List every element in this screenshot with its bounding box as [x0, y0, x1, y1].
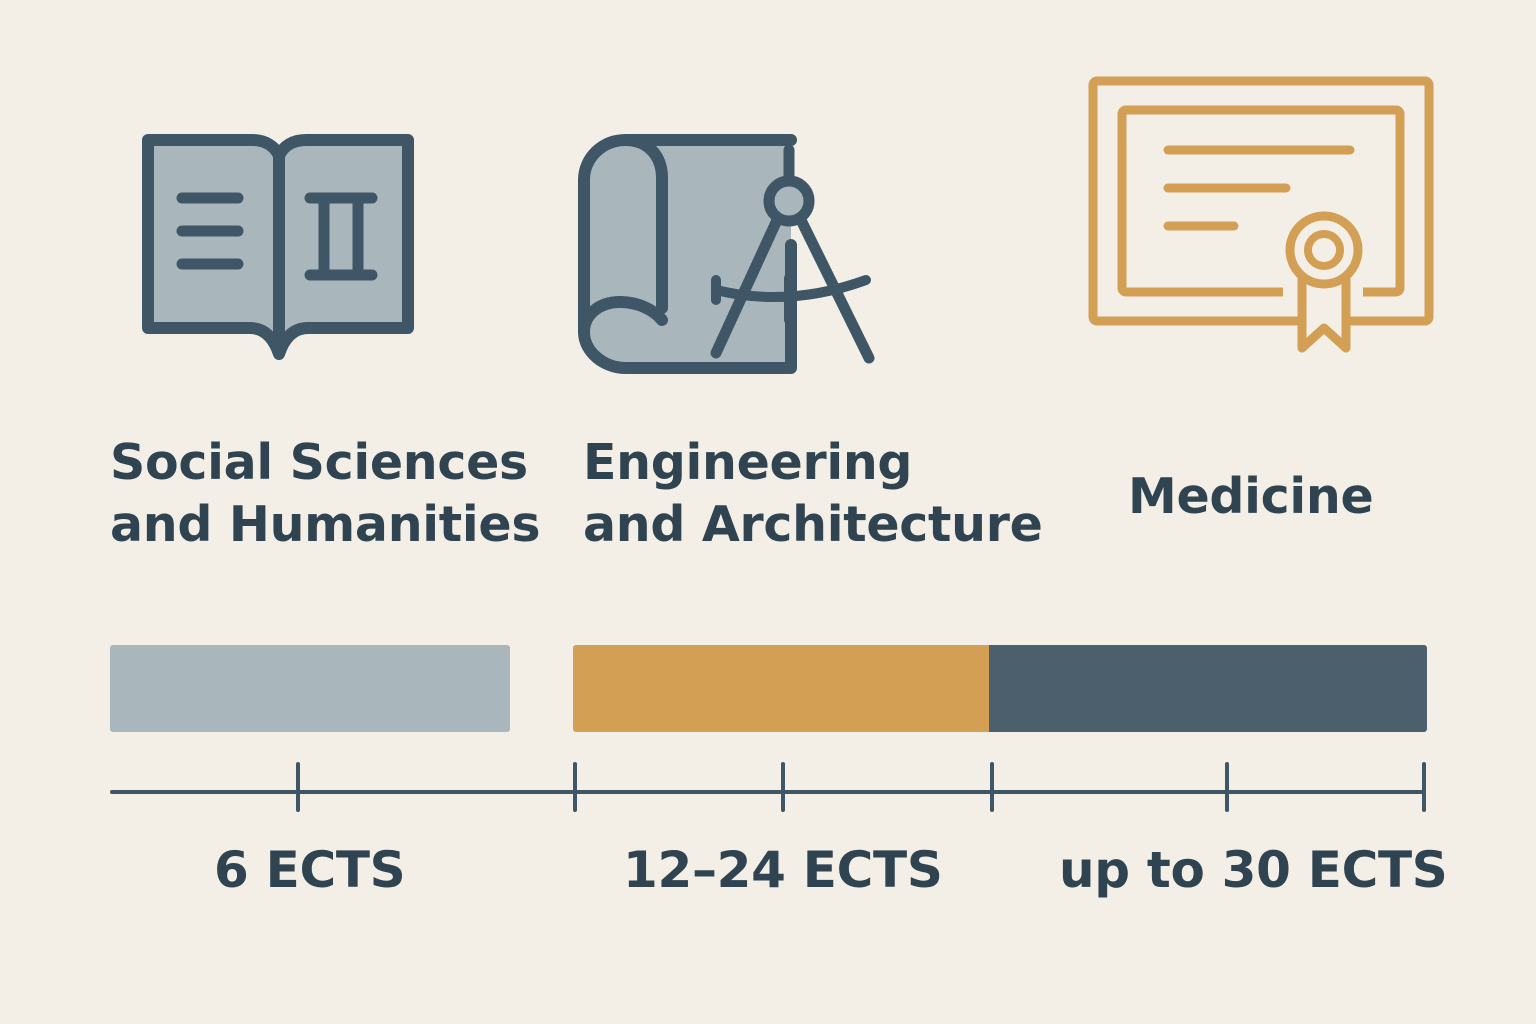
range-label-social-sciences: 6 ECTS	[214, 841, 406, 899]
range-bar-social-sciences	[110, 645, 510, 732]
range-bar-engineering	[573, 645, 991, 732]
category-label-line: and Architecture	[583, 496, 1043, 553]
category-label-line: Social Sciences	[110, 434, 528, 491]
category-label-line: Engineering	[583, 434, 913, 491]
category-label-engineering: Engineering and Architecture	[583, 432, 1043, 556]
category-label-line: and Humanities	[110, 496, 541, 553]
range-label-medicine: up to 30 ECTS	[1059, 841, 1448, 899]
open-book-icon	[140, 132, 420, 367]
category-label-social-sciences: Social Sciences and Humanities	[110, 432, 541, 556]
range-bar-medicine	[989, 645, 1427, 732]
diploma-certificate-icon	[1088, 76, 1434, 356]
range-label-engineering: 12–24 ECTS	[623, 841, 943, 899]
category-label-line: Medicine	[1128, 468, 1374, 525]
category-label-medicine: Medicine	[1128, 466, 1374, 528]
blueprint-compass-icon	[576, 130, 881, 375]
